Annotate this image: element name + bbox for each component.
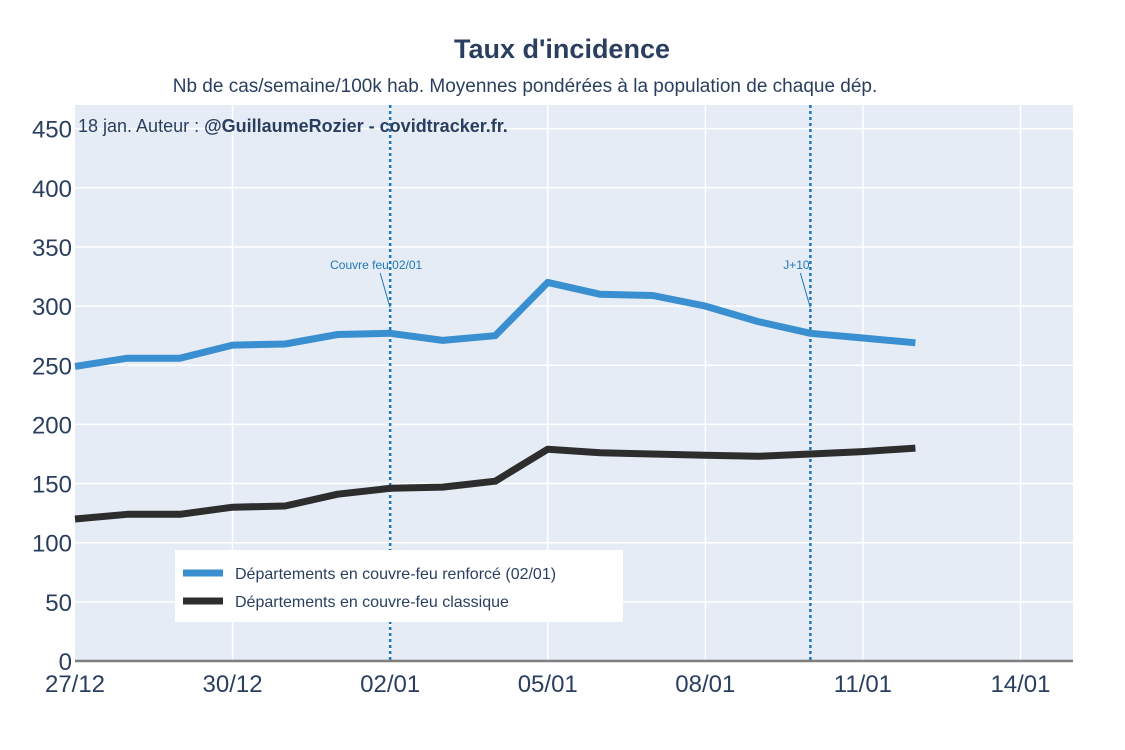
y-tick-label: 150 — [32, 472, 72, 499]
y-tick-label: 300 — [32, 294, 72, 321]
series-line — [74, 278, 916, 370]
legend-label: Départements en couvre-feu renforcé (02/… — [235, 566, 556, 583]
y-tick-label: 400 — [32, 176, 72, 203]
chart-title: Taux d'incidence — [454, 34, 670, 64]
x-tick-label: 14/01 — [990, 671, 1050, 698]
vline-annotation-label: Couvre feu 02/01 — [330, 258, 422, 272]
legend: Départements en couvre-feu renforcé (02/… — [175, 550, 623, 622]
x-tick-label: 11/01 — [834, 671, 892, 698]
series — [74, 278, 916, 523]
y-tick-label: 250 — [32, 353, 72, 380]
series-line — [74, 444, 916, 523]
legend-box — [175, 550, 623, 622]
vline-annotation-label: J+10 — [783, 258, 810, 272]
x-tick-label: 30/12 — [203, 671, 263, 698]
legend-label: Départements en couvre-feu classique — [235, 594, 509, 611]
y-tick-label: 0 — [59, 649, 72, 676]
y-tick-label: 450 — [32, 117, 72, 144]
vline-annotation-arrow — [799, 272, 811, 309]
y-tick-label: 350 — [32, 235, 72, 262]
x-tick-label: 02/01 — [360, 671, 420, 698]
x-tick-label: 08/01 — [675, 671, 735, 698]
vline-annotation-arrow — [379, 272, 391, 309]
axes: 0 50 100 150 200 250 300 350 400 450 27/12 30/12 02/… — [32, 117, 1073, 698]
credit-prefix: 18 jan. Auteur : — [78, 116, 204, 136]
x-tick-label: 27/12 — [45, 671, 105, 698]
y-tick-label: 200 — [32, 412, 72, 439]
x-tick-label: 05/01 — [518, 671, 578, 698]
chart-subtitle: Nb de cas/semaine/100k hab. Moyennes pon… — [173, 76, 878, 97]
y-tick-label: 50 — [45, 590, 72, 617]
y-tick-label: 100 — [32, 531, 72, 558]
credit-text: 18 jan. Auteur : @GuillaumeRozier - covi… — [78, 116, 508, 136]
credit-author: @GuillaumeRozier - covidtracker.fr. — [204, 116, 508, 136]
